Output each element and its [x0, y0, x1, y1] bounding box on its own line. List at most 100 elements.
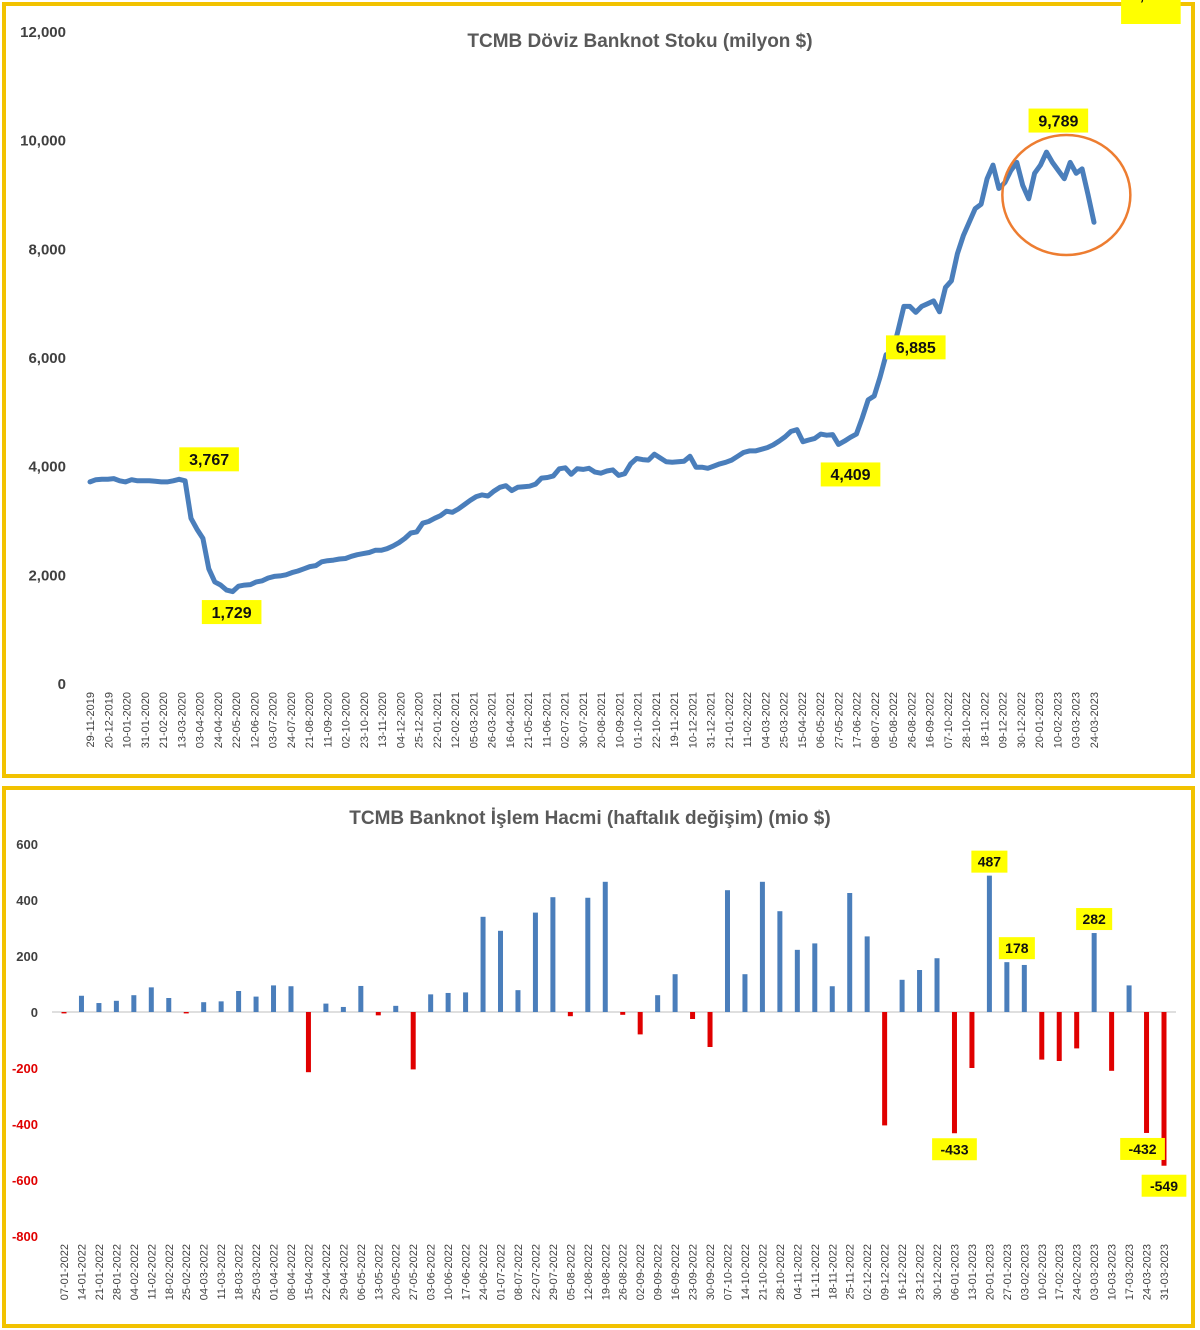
x-tick-label: 26-08-2022	[906, 692, 918, 748]
volume-bar	[1161, 1012, 1167, 1166]
x-tick-label: 12-06-2020	[249, 692, 261, 748]
volume-bar	[201, 1002, 207, 1012]
x-tick-label: 11-02-2022	[146, 1244, 158, 1299]
x-tick-label: 02-09-2022	[635, 1244, 647, 1300]
x-tick-label: 07-10-2022	[722, 1244, 734, 1300]
x-tick-label: 16-09-2022	[670, 1244, 682, 1300]
x-tick-label: 20-05-2022	[391, 1244, 403, 1300]
volume-bar	[532, 912, 538, 1012]
x-tick-label: 13-05-2022	[373, 1244, 385, 1300]
x-tick-label: 29-07-2022	[548, 1244, 560, 1300]
x-tick-label: 10-12-2021	[687, 692, 699, 748]
y-tick-label: 400	[16, 893, 38, 908]
x-tick-label: 24-07-2020	[286, 692, 298, 748]
x-tick-label: 05-08-2022	[565, 1244, 577, 1300]
x-tick-label: 23-09-2022	[688, 1244, 700, 1300]
x-tick-label: 10-06-2022	[443, 1244, 455, 1300]
x-tick-label: 30-07-2021	[578, 692, 590, 748]
x-tick-label: 24-03-2023	[1089, 692, 1101, 748]
x-tick-label: 07-01-2022	[59, 1244, 71, 1300]
volume-bar	[1004, 962, 1010, 1012]
x-tick-label: 24-03-2023	[1142, 1244, 1154, 1300]
x-tick-label: 11-11-2022	[810, 1244, 822, 1299]
x-tick-label: 22-07-2022	[530, 1244, 542, 1300]
volume-data-label: 178	[998, 937, 1035, 960]
volume-bar	[1126, 985, 1132, 1012]
y-tick-label: -400	[12, 1117, 38, 1132]
stock-data-label: 4,409	[820, 462, 881, 487]
x-tick-label: 23-12-2022	[915, 1244, 927, 1300]
x-tick-label: 03-02-2023	[1019, 1244, 1031, 1300]
y-tick-label: 0	[58, 676, 66, 693]
stock-chart-panel	[2, 2, 1195, 778]
volume-bar	[1091, 933, 1097, 1012]
x-tick-label: 29-04-2022	[338, 1244, 350, 1300]
x-tick-label: 19-08-2022	[600, 1244, 612, 1300]
x-tick-label: 24-06-2022	[478, 1244, 490, 1300]
volume-bar	[620, 1012, 626, 1015]
x-tick-label: 13-01-2023	[967, 1244, 979, 1300]
svg-text:3,767: 3,767	[189, 452, 229, 469]
svg-text:-432: -432	[1129, 1141, 1157, 1157]
y-tick-label: 0	[31, 1005, 38, 1020]
volume-bar	[358, 985, 364, 1012]
x-tick-label: 27-05-2022	[408, 1244, 420, 1300]
y-tick-label: 2,000	[28, 567, 66, 584]
x-tick-label: 11-02-2022	[742, 692, 754, 747]
volume-bar	[969, 1012, 975, 1068]
volume-bar	[707, 1012, 713, 1047]
x-tick-label: 03-04-2020	[195, 692, 207, 748]
volume-bar	[829, 986, 835, 1012]
volume-bar	[498, 930, 504, 1012]
x-tick-label: 20-01-2023	[1034, 692, 1046, 748]
volume-bar	[690, 1012, 696, 1019]
svg-text:-433: -433	[940, 1141, 968, 1157]
volume-bar	[166, 998, 172, 1012]
volume-bar	[917, 970, 923, 1012]
volume-bar	[218, 1001, 224, 1012]
volume-bar	[567, 1012, 573, 1017]
volume-bar	[899, 979, 905, 1012]
volume-bar	[794, 949, 800, 1012]
x-tick-label: 17-02-2023	[1054, 1244, 1066, 1300]
x-tick-label: 05-08-2022	[888, 692, 900, 748]
volume-bar	[78, 995, 84, 1012]
x-tick-label: 16-04-2021	[505, 692, 517, 748]
x-tick-label: 17-06-2022	[461, 1244, 473, 1300]
x-tick-label: 27-05-2022	[833, 692, 845, 748]
volume-chart-title: TCMB Banknot İşlem Hacmi (haftalık değiş…	[349, 808, 830, 829]
x-tick-label: 06-05-2022	[356, 1244, 368, 1300]
y-tick-label: 12,000	[20, 24, 66, 41]
x-tick-label: 08-07-2022	[513, 1244, 525, 1300]
volume-bar	[812, 943, 818, 1012]
volume-bar	[393, 1005, 399, 1012]
volume-bar	[882, 1012, 888, 1126]
volume-bar	[1109, 1012, 1115, 1071]
x-tick-label: 20-01-2023	[984, 1244, 996, 1300]
volume-bar	[1074, 1012, 1080, 1049]
volume-bar	[61, 1012, 67, 1014]
x-tick-label: 25-02-2022	[181, 1244, 193, 1300]
volume-bar	[131, 995, 137, 1012]
volume-bar	[410, 1012, 416, 1070]
volume-bar	[585, 897, 591, 1012]
y-tick-label: 600	[16, 837, 38, 852]
x-tick-label: 10-02-2023	[1052, 692, 1064, 748]
x-tick-label: 04-02-2022	[129, 1244, 141, 1300]
stock-data-label: 1,729	[201, 600, 262, 625]
x-tick-label: 04-12-2020	[395, 692, 407, 748]
x-tick-label: 21-02-2020	[158, 692, 170, 748]
x-tick-label: 13-03-2020	[176, 692, 188, 748]
volume-bar	[777, 911, 783, 1012]
x-tick-label: 14-01-2022	[76, 1244, 88, 1300]
volume-bar	[480, 916, 486, 1012]
x-tick-label: 22-05-2020	[231, 692, 243, 748]
x-tick-label: 20-12-2019	[103, 692, 115, 748]
stock-data-label: 3,767	[179, 447, 239, 472]
x-tick-label: 26-03-2021	[487, 692, 499, 748]
x-tick-label: 11-06-2021	[541, 692, 553, 747]
volume-bar	[1021, 964, 1027, 1012]
x-tick-label: 21-01-2022	[94, 1244, 106, 1300]
stock-chart-title: TCMB Döviz Banknot Stoku (milyon $)	[467, 31, 812, 52]
